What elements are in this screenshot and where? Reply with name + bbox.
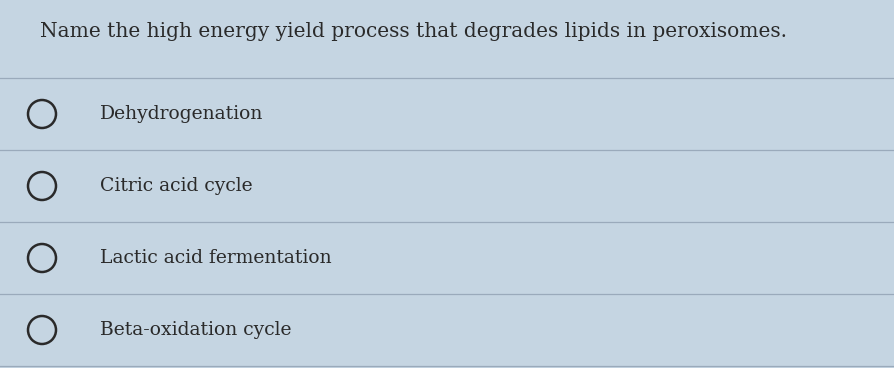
Text: Dehydrogenation: Dehydrogenation (100, 105, 264, 123)
Text: Beta-oxidation cycle: Beta-oxidation cycle (100, 321, 291, 339)
Text: Citric acid cycle: Citric acid cycle (100, 177, 253, 195)
Text: Name the high energy yield process that degrades lipids in peroxisomes.: Name the high energy yield process that … (40, 22, 787, 41)
Text: Lactic acid fermentation: Lactic acid fermentation (100, 249, 332, 267)
